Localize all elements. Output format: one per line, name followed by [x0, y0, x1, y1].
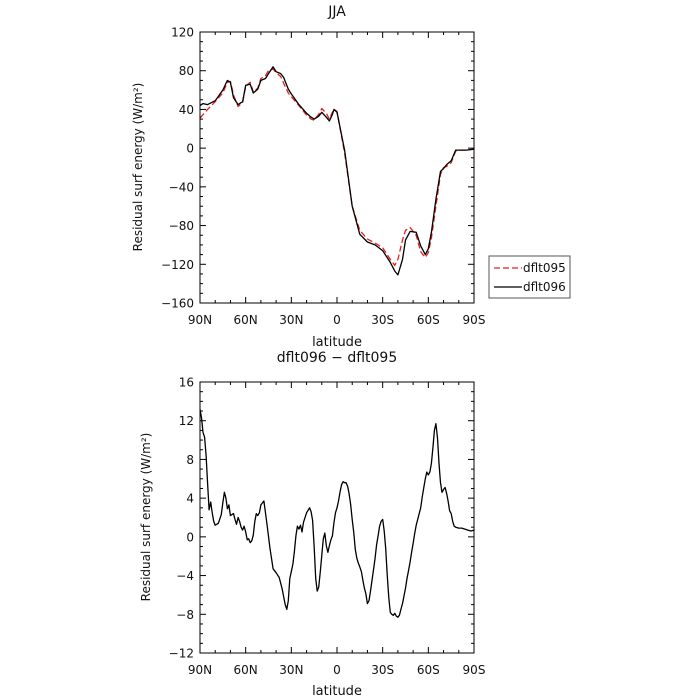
y-tick-label: 120	[171, 26, 194, 40]
difference-line-difference	[199, 408, 475, 618]
bottom-y-axis-label: Residual surf energy (W/m²)	[139, 433, 153, 602]
x-tick-label: 60S	[417, 313, 440, 327]
y-tick-label: 40	[179, 103, 194, 117]
bottom-y-tick-labels: 16 12 8 4 0 −4 −8 −12	[169, 376, 194, 661]
legend-label-dflt096: dflt096	[523, 280, 566, 294]
y-tick-label: 16	[179, 376, 194, 390]
series-line-dflt096	[199, 66, 475, 276]
y-tick-label: 8	[186, 453, 194, 467]
y-tick-label: 0	[186, 530, 194, 544]
y-tick-label: −12	[169, 647, 194, 661]
y-tick-label: −4	[176, 569, 194, 583]
top-x-tick-labels: 90N 60N 30N 0 30S 60S 90S	[188, 313, 486, 327]
bottom-series-group	[199, 408, 475, 618]
x-tick-label: 60S	[417, 663, 440, 677]
top-panel: JJA 120 80 40 0 −40 −80 −120 −160 90N 60N 30N 0 30S…	[131, 4, 571, 350]
top-tick-marks	[199, 31, 475, 304]
top-x-axis-label: latitude	[312, 335, 362, 350]
x-tick-label: 90S	[463, 663, 486, 677]
x-tick-label: 90N	[188, 663, 212, 677]
x-tick-label: 30S	[371, 663, 394, 677]
x-tick-label: 30N	[279, 663, 303, 677]
x-tick-label: 0	[333, 663, 341, 677]
x-tick-label: 30N	[279, 313, 303, 327]
y-tick-label: −80	[169, 219, 194, 233]
x-tick-label: 60N	[234, 663, 258, 677]
top-chart-title: JJA	[327, 4, 346, 20]
bottom-panel: dflt096 − dflt095 16 12 8 4 0 −4 −8 −12 90N 60N 3…	[139, 350, 485, 699]
top-y-tick-labels: 120 80 40 0 −40 −80 −120 −160	[161, 26, 194, 311]
series-line-dflt095	[199, 68, 475, 266]
y-tick-label: −120	[161, 258, 194, 272]
top-y-axis-label: Residual surf energy (W/m²)	[131, 83, 145, 252]
y-tick-label: −40	[169, 180, 194, 194]
top-series-group	[199, 66, 475, 276]
y-tick-label: 4	[186, 492, 194, 506]
bottom-plot-frame	[199, 381, 475, 654]
x-tick-label: 30S	[371, 313, 394, 327]
bottom-x-tick-labels: 90N 60N 30N 0 30S 60S 90S	[188, 663, 486, 677]
x-tick-label: 0	[333, 313, 341, 327]
y-tick-label: −160	[161, 297, 194, 311]
bottom-tick-marks	[199, 381, 475, 654]
y-tick-label: 80	[179, 64, 194, 78]
top-plot-frame	[199, 31, 475, 304]
x-tick-label: 60N	[234, 313, 258, 327]
legend: dflt095 dflt096	[488, 255, 571, 299]
bottom-x-axis-label: latitude	[312, 684, 362, 699]
y-tick-label: 0	[186, 142, 194, 156]
legend-label-dflt095: dflt095	[523, 261, 566, 275]
x-tick-label: 90N	[188, 313, 212, 327]
x-tick-label: 90S	[463, 313, 486, 327]
y-tick-label: 12	[179, 414, 194, 428]
y-tick-label: −8	[176, 608, 194, 622]
bottom-chart-title: dflt096 − dflt095	[277, 350, 397, 366]
legend-box	[488, 255, 571, 299]
